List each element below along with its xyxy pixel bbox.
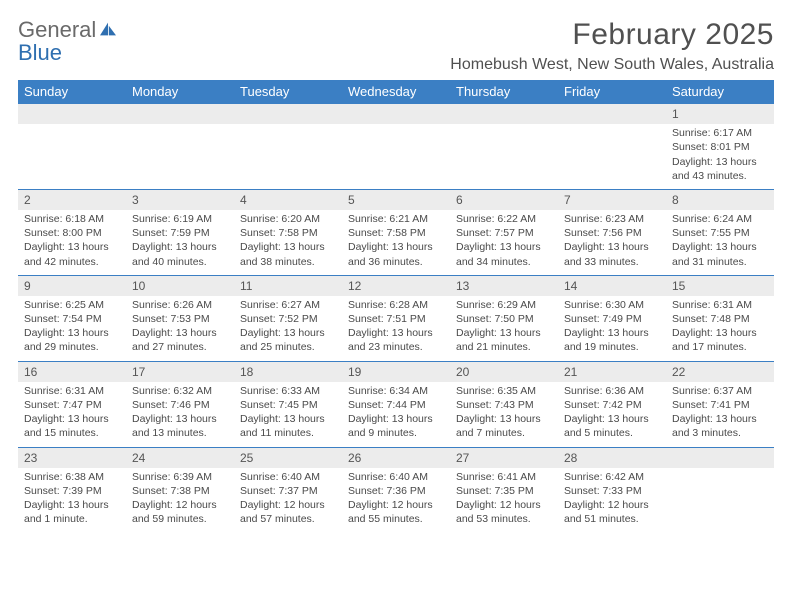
day-number: 21 xyxy=(558,361,666,382)
week-content-row: Sunrise: 6:25 AM Sunset: 7:54 PM Dayligh… xyxy=(18,296,774,361)
day-number: 14 xyxy=(558,275,666,296)
week-daynum-row: 1 xyxy=(18,104,774,125)
calendar-body: 1Sunrise: 6:17 AM Sunset: 8:01 PM Daylig… xyxy=(18,104,774,533)
day-number: 9 xyxy=(18,275,126,296)
day-cell: Sunrise: 6:27 AM Sunset: 7:52 PM Dayligh… xyxy=(234,296,342,361)
day-cell: Sunrise: 6:17 AM Sunset: 8:01 PM Dayligh… xyxy=(666,124,774,189)
day-header: Tuesday xyxy=(234,80,342,104)
day-number: 23 xyxy=(18,447,126,468)
day-cell: Sunrise: 6:31 AM Sunset: 7:47 PM Dayligh… xyxy=(18,382,126,447)
day-number: 4 xyxy=(234,189,342,210)
day-number: 5 xyxy=(342,189,450,210)
day-number: 16 xyxy=(18,361,126,382)
day-header: Monday xyxy=(126,80,234,104)
day-number: 18 xyxy=(234,361,342,382)
day-number: 15 xyxy=(666,275,774,296)
day-header: Thursday xyxy=(450,80,558,104)
day-cell: Sunrise: 6:36 AM Sunset: 7:42 PM Dayligh… xyxy=(558,382,666,447)
day-cell: Sunrise: 6:22 AM Sunset: 7:57 PM Dayligh… xyxy=(450,210,558,275)
day-cell xyxy=(126,124,234,189)
day-cell: Sunrise: 6:31 AM Sunset: 7:48 PM Dayligh… xyxy=(666,296,774,361)
day-header: Saturday xyxy=(666,80,774,104)
week-content-row: Sunrise: 6:18 AM Sunset: 8:00 PM Dayligh… xyxy=(18,210,774,275)
month-title: February 2025 xyxy=(450,18,774,52)
day-cell xyxy=(234,124,342,189)
day-cell: Sunrise: 6:30 AM Sunset: 7:49 PM Dayligh… xyxy=(558,296,666,361)
day-number xyxy=(342,104,450,125)
day-number: 11 xyxy=(234,275,342,296)
day-number: 28 xyxy=(558,447,666,468)
day-number: 24 xyxy=(126,447,234,468)
day-cell: Sunrise: 6:19 AM Sunset: 7:59 PM Dayligh… xyxy=(126,210,234,275)
day-number xyxy=(450,104,558,125)
page-header: GeneralBlue February 2025 Homebush West,… xyxy=(18,18,774,74)
day-number: 7 xyxy=(558,189,666,210)
day-number xyxy=(558,104,666,125)
day-cell: Sunrise: 6:23 AM Sunset: 7:56 PM Dayligh… xyxy=(558,210,666,275)
day-cell: Sunrise: 6:33 AM Sunset: 7:45 PM Dayligh… xyxy=(234,382,342,447)
location-subtitle: Homebush West, New South Wales, Australi… xyxy=(450,56,774,74)
calendar-head: Sunday Monday Tuesday Wednesday Thursday… xyxy=(18,80,774,104)
day-number: 8 xyxy=(666,189,774,210)
day-number: 3 xyxy=(126,189,234,210)
week-daynum-row: 16171819202122 xyxy=(18,361,774,382)
day-cell xyxy=(450,124,558,189)
day-cell: Sunrise: 6:40 AM Sunset: 7:36 PM Dayligh… xyxy=(342,468,450,533)
week-daynum-row: 9101112131415 xyxy=(18,275,774,296)
day-number: 12 xyxy=(342,275,450,296)
day-number: 20 xyxy=(450,361,558,382)
day-header: Friday xyxy=(558,80,666,104)
day-number xyxy=(18,104,126,125)
day-cell: Sunrise: 6:38 AM Sunset: 7:39 PM Dayligh… xyxy=(18,468,126,533)
day-number: 1 xyxy=(666,104,774,125)
sail-icon xyxy=(98,18,118,41)
day-number: 27 xyxy=(450,447,558,468)
day-cell: Sunrise: 6:28 AM Sunset: 7:51 PM Dayligh… xyxy=(342,296,450,361)
day-cell xyxy=(18,124,126,189)
day-cell: Sunrise: 6:37 AM Sunset: 7:41 PM Dayligh… xyxy=(666,382,774,447)
week-daynum-row: 2345678 xyxy=(18,189,774,210)
day-cell xyxy=(666,468,774,533)
day-header: Sunday xyxy=(18,80,126,104)
day-cell: Sunrise: 6:34 AM Sunset: 7:44 PM Dayligh… xyxy=(342,382,450,447)
day-cell: Sunrise: 6:24 AM Sunset: 7:55 PM Dayligh… xyxy=(666,210,774,275)
day-number: 25 xyxy=(234,447,342,468)
day-header: Wednesday xyxy=(342,80,450,104)
day-cell: Sunrise: 6:26 AM Sunset: 7:53 PM Dayligh… xyxy=(126,296,234,361)
day-number xyxy=(666,447,774,468)
day-number: 22 xyxy=(666,361,774,382)
day-cell xyxy=(558,124,666,189)
brand-word-2: Blue xyxy=(18,40,62,65)
day-cell xyxy=(342,124,450,189)
day-number: 2 xyxy=(18,189,126,210)
week-content-row: Sunrise: 6:31 AM Sunset: 7:47 PM Dayligh… xyxy=(18,382,774,447)
day-cell: Sunrise: 6:42 AM Sunset: 7:33 PM Dayligh… xyxy=(558,468,666,533)
day-cell: Sunrise: 6:20 AM Sunset: 7:58 PM Dayligh… xyxy=(234,210,342,275)
day-cell: Sunrise: 6:21 AM Sunset: 7:58 PM Dayligh… xyxy=(342,210,450,275)
week-content-row: Sunrise: 6:17 AM Sunset: 8:01 PM Dayligh… xyxy=(18,124,774,189)
week-content-row: Sunrise: 6:38 AM Sunset: 7:39 PM Dayligh… xyxy=(18,468,774,533)
day-number xyxy=(126,104,234,125)
title-block: February 2025 Homebush West, New South W… xyxy=(450,18,774,74)
day-cell: Sunrise: 6:25 AM Sunset: 7:54 PM Dayligh… xyxy=(18,296,126,361)
day-number xyxy=(234,104,342,125)
day-number: 10 xyxy=(126,275,234,296)
day-number: 19 xyxy=(342,361,450,382)
day-cell: Sunrise: 6:35 AM Sunset: 7:43 PM Dayligh… xyxy=(450,382,558,447)
brand-logo: GeneralBlue xyxy=(18,18,118,64)
day-cell: Sunrise: 6:39 AM Sunset: 7:38 PM Dayligh… xyxy=(126,468,234,533)
day-cell: Sunrise: 6:40 AM Sunset: 7:37 PM Dayligh… xyxy=(234,468,342,533)
day-number: 17 xyxy=(126,361,234,382)
day-number: 13 xyxy=(450,275,558,296)
day-number: 26 xyxy=(342,447,450,468)
day-cell: Sunrise: 6:29 AM Sunset: 7:50 PM Dayligh… xyxy=(450,296,558,361)
calendar-table: Sunday Monday Tuesday Wednesday Thursday… xyxy=(18,80,774,532)
day-number: 6 xyxy=(450,189,558,210)
day-cell: Sunrise: 6:32 AM Sunset: 7:46 PM Dayligh… xyxy=(126,382,234,447)
day-cell: Sunrise: 6:18 AM Sunset: 8:00 PM Dayligh… xyxy=(18,210,126,275)
day-cell: Sunrise: 6:41 AM Sunset: 7:35 PM Dayligh… xyxy=(450,468,558,533)
brand-word-1: General xyxy=(18,17,96,42)
week-daynum-row: 232425262728 xyxy=(18,447,774,468)
